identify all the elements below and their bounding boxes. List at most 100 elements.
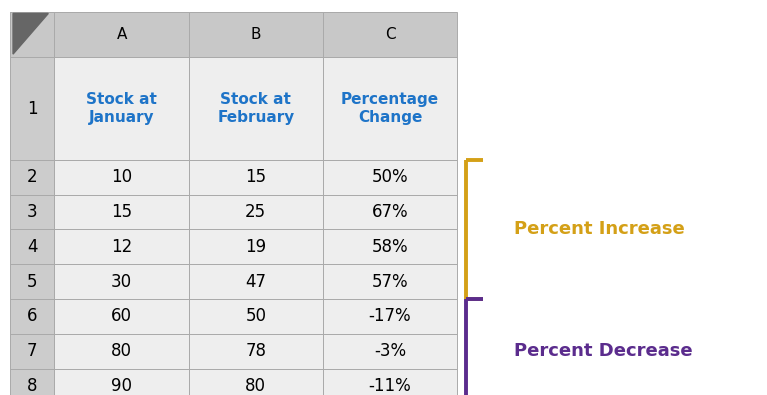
Text: 2: 2 [27, 168, 38, 186]
Text: 90: 90 [111, 377, 132, 395]
Text: 1: 1 [27, 100, 38, 118]
Bar [10, 195, 54, 229]
Bar [10, 334, 54, 369]
Bar [323, 264, 457, 299]
Bar [323, 195, 457, 229]
Bar [323, 299, 457, 334]
Text: 4: 4 [27, 238, 38, 256]
Bar [189, 160, 323, 195]
Bar [189, 229, 323, 264]
Bar [54, 264, 189, 299]
Bar [189, 334, 323, 369]
Bar [10, 160, 54, 195]
Text: 5: 5 [27, 273, 38, 291]
Bar [189, 12, 323, 57]
Bar [10, 264, 54, 299]
Bar [10, 299, 54, 334]
Bar [10, 195, 54, 229]
Bar [54, 195, 189, 229]
Bar [323, 369, 457, 395]
Bar [189, 57, 323, 160]
Bar [323, 195, 457, 229]
Text: 47: 47 [245, 273, 266, 291]
Bar [54, 369, 189, 395]
Bar [323, 229, 457, 264]
Bar [54, 12, 189, 57]
Text: Percent Decrease: Percent Decrease [514, 342, 693, 360]
Bar [54, 334, 189, 369]
Text: Stock at
February: Stock at February [217, 92, 295, 125]
Text: 7: 7 [27, 342, 38, 360]
Bar [10, 334, 54, 369]
Text: A: A [117, 27, 127, 42]
Text: 67%: 67% [372, 203, 408, 221]
Text: 15: 15 [245, 168, 266, 186]
Bar [10, 299, 54, 334]
Text: 80: 80 [245, 377, 266, 395]
Text: 12: 12 [111, 238, 132, 256]
Bar [10, 369, 54, 395]
Bar [323, 264, 457, 299]
Bar [54, 299, 189, 334]
Bar [189, 160, 323, 195]
Text: Stock at
January: Stock at January [86, 92, 157, 125]
Bar [189, 195, 323, 229]
Bar [10, 160, 54, 195]
Bar [10, 369, 54, 395]
Text: 6: 6 [27, 307, 38, 325]
Text: 58%: 58% [372, 238, 408, 256]
Text: B: B [251, 27, 261, 42]
Bar [10, 57, 54, 160]
Bar [54, 229, 189, 264]
Bar [10, 12, 54, 57]
Bar [189, 264, 323, 299]
Text: -17%: -17% [369, 307, 411, 325]
Text: Percentage
Change: Percentage Change [341, 92, 439, 125]
Bar [323, 12, 457, 57]
Text: -11%: -11% [369, 377, 411, 395]
Bar [189, 57, 323, 160]
Bar [54, 57, 189, 160]
Bar [54, 229, 189, 264]
Bar [54, 160, 189, 195]
Bar [323, 334, 457, 369]
Text: 78: 78 [245, 342, 266, 360]
Bar [323, 12, 457, 57]
Bar [189, 299, 323, 334]
Text: 10: 10 [111, 168, 132, 186]
Bar [323, 160, 457, 195]
Bar [189, 369, 323, 395]
Bar [323, 369, 457, 395]
Text: -3%: -3% [374, 342, 406, 360]
Text: 15: 15 [111, 203, 132, 221]
Bar [323, 334, 457, 369]
Text: 30: 30 [111, 273, 132, 291]
Bar [323, 229, 457, 264]
Bar [10, 229, 54, 264]
Bar [323, 299, 457, 334]
Bar [323, 160, 457, 195]
Bar [189, 195, 323, 229]
Text: C: C [385, 27, 395, 42]
Text: 60: 60 [111, 307, 132, 325]
Bar [54, 12, 189, 57]
Bar [10, 229, 54, 264]
Bar [10, 12, 54, 57]
Bar [54, 160, 189, 195]
Bar [54, 264, 189, 299]
Bar [189, 229, 323, 264]
Text: 3: 3 [27, 203, 38, 221]
Bar [10, 57, 54, 160]
Bar [10, 264, 54, 299]
Text: 8: 8 [27, 377, 38, 395]
Bar [54, 334, 189, 369]
Bar [189, 12, 323, 57]
Bar [189, 299, 323, 334]
Bar [189, 334, 323, 369]
Bar [189, 264, 323, 299]
Text: 19: 19 [245, 238, 266, 256]
Bar [323, 57, 457, 160]
Text: 50%: 50% [372, 168, 408, 186]
Text: 57%: 57% [372, 273, 408, 291]
Bar [54, 57, 189, 160]
